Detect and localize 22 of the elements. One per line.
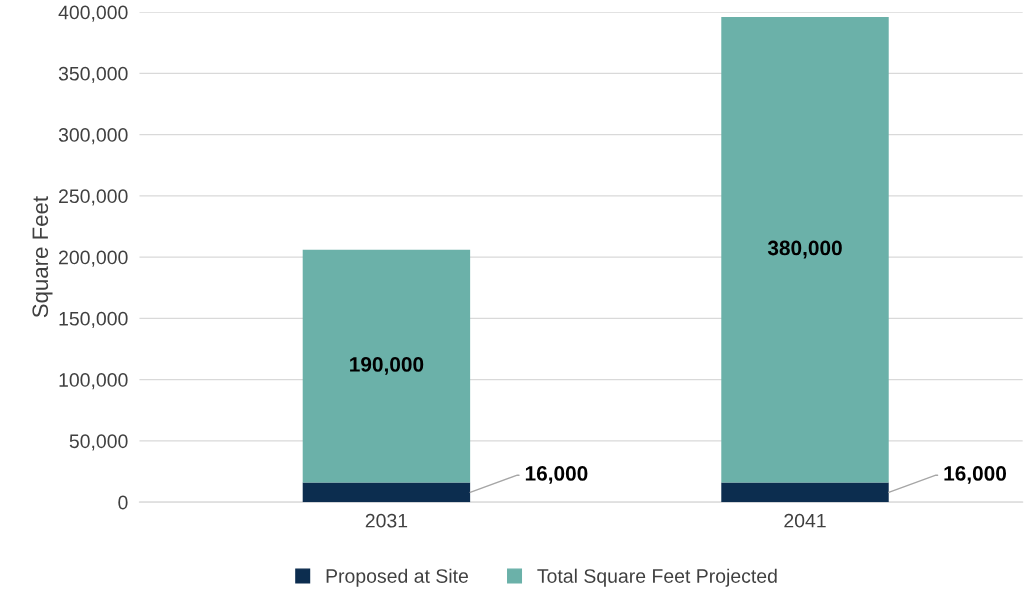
y-tick-label: 0 [118, 495, 128, 510]
data-label: 16,000 [944, 466, 1007, 484]
y-tick-label: 150,000 [59, 311, 128, 328]
y-tick-label: 50,000 [69, 434, 128, 451]
bar [302, 249, 471, 483]
x-tick-label: 2031 [365, 513, 408, 528]
data-label: 380,000 [767, 240, 842, 259]
y-tick-label: 350,000 [58, 66, 128, 83]
data-label: 16,000 [525, 466, 588, 484]
x-tick-label: 2041 [784, 513, 826, 528]
bar [721, 482, 889, 503]
data-label: 190,000 [350, 357, 424, 375]
y-tick-label: 250,000 [59, 189, 128, 206]
legend-label: Proposed at Site [326, 568, 468, 587]
bar [721, 17, 889, 483]
legend-label: Total Square Feet Projected [537, 568, 777, 587]
y-tick-label: 200,000 [59, 250, 128, 267]
y-tick-label: 400,000 [58, 5, 128, 22]
y-tick-label: 100,000 [59, 373, 128, 390]
y-axis-title: Square Feet [32, 196, 53, 318]
bar [302, 482, 471, 503]
y-tick-label: 300,000 [58, 128, 128, 145]
